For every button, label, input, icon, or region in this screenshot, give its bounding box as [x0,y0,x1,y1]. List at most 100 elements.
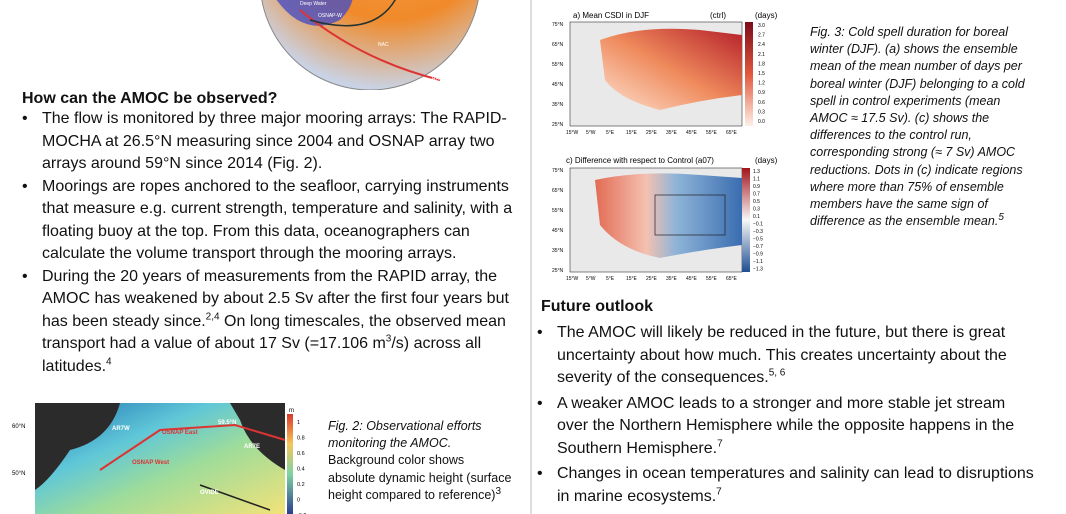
text: The flow is monitored by three major moo… [42,110,507,172]
label: AR7E [244,444,260,450]
label: 5°E [606,276,615,282]
ovide-line [199,484,271,511]
label: 0.4 [297,467,305,473]
bullet: During the 20 years of measurements from… [22,266,522,379]
bullet: A weaker AMOC leads to a stronger and mo… [537,393,1037,461]
label: OSNAP-W [318,13,342,19]
label: −0.1 [753,222,763,228]
label: 0.0 [758,119,765,125]
globe [261,0,479,90]
label: 2.4 [758,42,765,48]
label: 50°N [12,471,25,477]
land [35,403,120,490]
label: 35°N [552,102,564,108]
label: 55°E [706,276,718,282]
caption: Fig. 3: Cold spell duration for boreal w… [810,24,1034,230]
text: Fig. 3: Cold spell duration for boreal w… [810,25,1025,229]
colorbar [287,414,293,514]
label: 25°E [646,130,658,136]
text: On long timescales, the observed mean tr… [42,312,506,353]
label: 0.5 [753,199,760,205]
label: 0.8 [297,436,305,442]
reference: 4 [106,356,112,368]
text: Moorings are ropes anchored to the seafl… [42,177,513,263]
label: 65°N [552,188,564,194]
label: 0.6 [758,100,765,106]
label: 0.3 [758,109,765,115]
label: 15°W [566,276,579,282]
label: 3.0 [758,23,765,29]
label: AR7W [112,426,130,432]
text: The AMOC will likely be reduced in the f… [557,324,1007,386]
label: 5°E [606,130,615,136]
heading: How can the AMOC be observed? [22,90,278,107]
bullet: The flow is monitored by three major moo… [22,108,522,176]
label: −0.7 [753,244,763,250]
label: 0.2 [297,482,305,488]
label: 1.2 [758,81,765,87]
label: c) Difference with respect to Control (a… [566,156,714,165]
label: −1.3 [753,267,763,273]
label: 5°W [586,276,596,282]
colorbar [742,168,750,272]
text: Fig. 2: Observational efforts monitoring… [328,419,482,451]
reference: 7 [716,486,722,498]
label: 35°E [666,130,678,136]
label: 1.5 [758,71,765,77]
label: NAC [378,42,389,48]
label: RAPID [432,76,448,82]
bullet: Changes in ocean temperatures and salini… [537,463,1037,508]
label: 45°N [552,82,564,88]
reference: 5 [998,212,1004,224]
label: 25°N [552,122,564,128]
label: 45°E [686,276,698,282]
label: 15°E [626,276,638,282]
label: OVIDE [200,490,219,496]
reference: 3 [495,485,502,497]
text: /s) across all latitudes. [42,335,482,375]
label: 0.1 [753,214,760,220]
box [654,194,726,236]
land [230,403,285,470]
label: 15°E [626,130,638,136]
label: 45°E [686,130,698,136]
label: 25°N [552,268,564,274]
label: 0.3 [753,207,760,213]
label: 0.6 [297,451,305,457]
label: 1.8 [758,61,765,67]
bullet: Moorings are ropes anchored to the seafl… [22,176,522,266]
label: 0.9 [753,184,760,190]
label: 5°W [586,130,596,136]
label: 2.7 [758,33,765,39]
caption: Fig. 2: Observational efforts monitoring… [328,418,513,504]
text: Changes in ocean temperatures and salini… [557,465,1034,505]
label: 35°N [552,248,564,254]
label: 55°E [706,130,718,136]
label: 75°N [552,22,564,28]
bullet-list: The AMOC will likely be reduced in the f… [537,322,1037,511]
reference: 5, 6 [768,367,786,379]
text: Background color shows absolute dynamic … [328,453,512,502]
label: 65°E [726,130,738,136]
text: A weaker AMOC leads to a stronger and mo… [557,394,1015,457]
bullet: The AMOC will likely be reduced in the f… [537,322,1037,390]
colorbar [745,22,753,126]
label: 35°E [666,276,678,282]
label: −0.5 [753,237,763,243]
label: (days) [755,11,778,20]
label: 0 [297,498,300,504]
label: 25°E [646,276,658,282]
label: 55°N [552,208,564,214]
label: OSNAP West [132,460,169,466]
label: 15°W [566,130,579,136]
label: 60°N [12,424,25,430]
reference: 3 [385,333,392,345]
label: m [289,408,294,414]
label: 55°N [552,62,564,68]
label: (days) [755,156,778,165]
osnap-line [99,423,286,471]
land [600,28,742,110]
label: 0.7 [753,192,760,198]
